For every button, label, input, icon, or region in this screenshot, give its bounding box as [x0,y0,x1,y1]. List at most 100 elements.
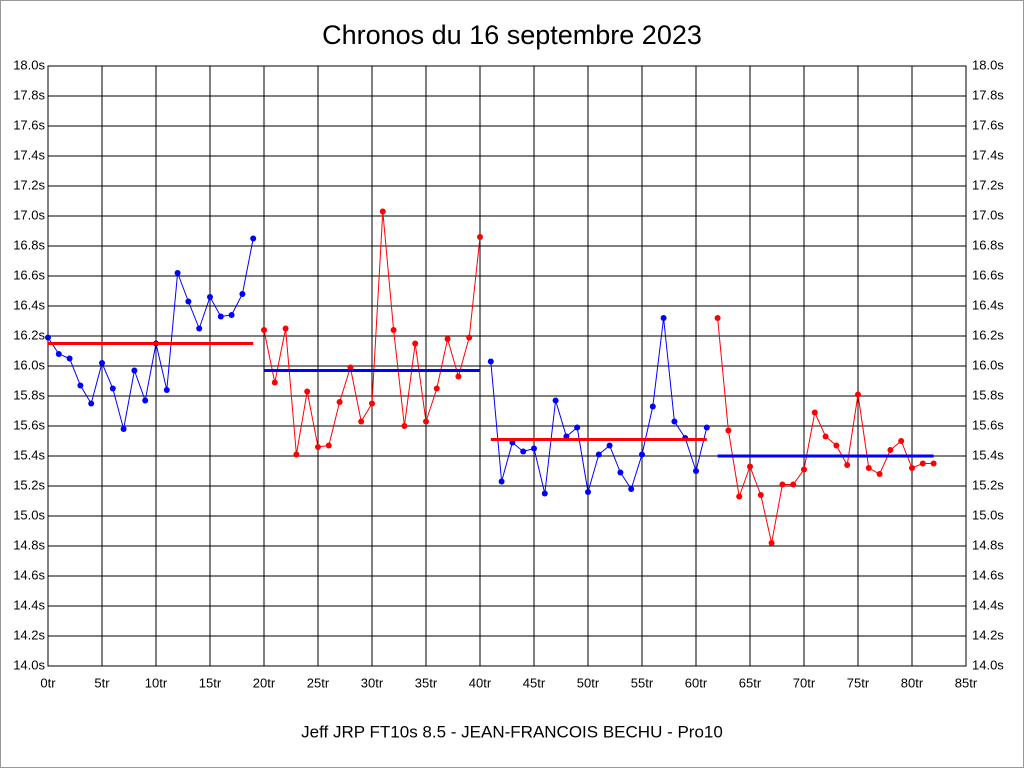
footer-label: Jeff JRP FT10s 8.5 - JEAN-FRANCOIS BECHU… [301,722,723,741]
y2-tick-label: 14.4s [972,597,1004,612]
data-point [196,325,203,332]
data-point [45,334,51,341]
data-point [207,294,213,300]
data-point [358,418,365,425]
data-point [271,379,278,386]
data-point [412,340,419,347]
data-point [217,313,224,320]
data-point [120,426,127,432]
x-tick-label: 75tr [847,675,870,690]
data-point [747,463,753,470]
y2-tick-label: 16.0s [972,357,1004,372]
data-point [55,351,62,357]
data-point [909,465,915,471]
data-point [520,448,527,455]
data-point [487,358,494,365]
x-tick-label: 25tr [307,675,330,690]
y2-tick-label: 15.8s [972,387,1004,402]
y-tick-label: 14.2s [13,627,45,642]
data-point [865,465,872,471]
y-tick-label: 17.0s [13,207,45,222]
y-tick-label: 17.4s [13,147,45,162]
data-point [779,481,786,488]
y-tick-label: 15.4s [13,447,45,462]
data-point [282,325,289,332]
y2-tick-label: 17.6s [972,117,1004,132]
data-point [77,382,84,389]
x-tick-label: 45tr [523,675,546,690]
data-point [660,315,667,321]
data-point [757,492,764,498]
data-point [703,424,710,431]
data-point [325,442,332,449]
data-point [919,460,926,467]
y-tick-label: 14.0s [13,657,45,672]
x-tick-label: 10tr [145,675,168,690]
data-point [714,315,721,321]
data-point [239,291,246,297]
y2-tick-label: 16.2s [972,327,1004,342]
data-point [574,424,581,431]
y2-tick-label: 18.0s [972,57,1004,72]
y2-tick-label: 16.4s [972,297,1004,312]
data-point [174,270,181,276]
y2-tick-label: 17.2s [972,177,1004,192]
x-tick-label: 55tr [631,675,654,690]
y2-tick-label: 14.8s [972,537,1004,552]
data-point [552,397,559,404]
y-tick-label: 16.8s [13,237,45,252]
x-tick-label: 85tr [955,675,978,690]
data-point [293,451,300,458]
y2-tick-label: 17.0s [972,207,1004,222]
data-point [390,327,397,333]
data-point [617,469,624,476]
y2-tick-label: 16.6s [972,267,1004,282]
data-point [531,445,537,452]
y2-tick-label: 17.4s [972,147,1004,162]
y-tick-label: 16.4s [13,297,45,312]
x-tick-label: 80tr [901,675,924,690]
data-point [455,373,462,380]
x-tick-label: 40tr [469,675,492,690]
data-point [811,409,818,416]
data-point [671,418,678,425]
x-tick-label: 20tr [253,675,276,690]
data-line [47,238,254,430]
data-point [109,385,116,392]
x-tick-label: 5tr [94,675,110,690]
y2-tick-label: 14.0s [972,657,1004,672]
x-tick-label: 15tr [199,675,222,690]
x-tick-label: 0tr [40,675,56,690]
data-point [693,468,699,474]
y-tick-label: 16.2s [13,327,45,342]
y-tick-label: 15.8s [13,387,45,402]
data-point [423,418,429,425]
data-point [66,355,73,362]
data-point [163,387,170,393]
data-point [649,403,656,410]
y2-tick-label: 16.8s [972,237,1004,252]
data-point [261,327,267,333]
y2-tick-label: 15.4s [972,447,1004,462]
data-point [585,489,591,495]
data-point [99,360,105,366]
y2-tick-label: 14.6s [972,567,1004,582]
data-point [801,466,807,473]
data-point [498,478,505,485]
data-point [379,208,386,215]
x-tick-label: 60tr [685,675,708,690]
y-tick-label: 17.8s [13,87,45,102]
data-point [768,540,775,546]
y2-tick-label: 14.2s [972,627,1004,642]
y2-tick-label: 17.8s [972,87,1004,102]
data-point [369,400,375,407]
x-tick-label: 65tr [739,675,762,690]
y-tick-label: 18.0s [13,57,45,72]
data-point [628,486,635,492]
y-tick-label: 15.2s [13,477,45,492]
x-tick-label: 35tr [415,675,438,690]
data-point [88,400,95,407]
data-point [250,235,257,242]
data-point [541,490,548,497]
